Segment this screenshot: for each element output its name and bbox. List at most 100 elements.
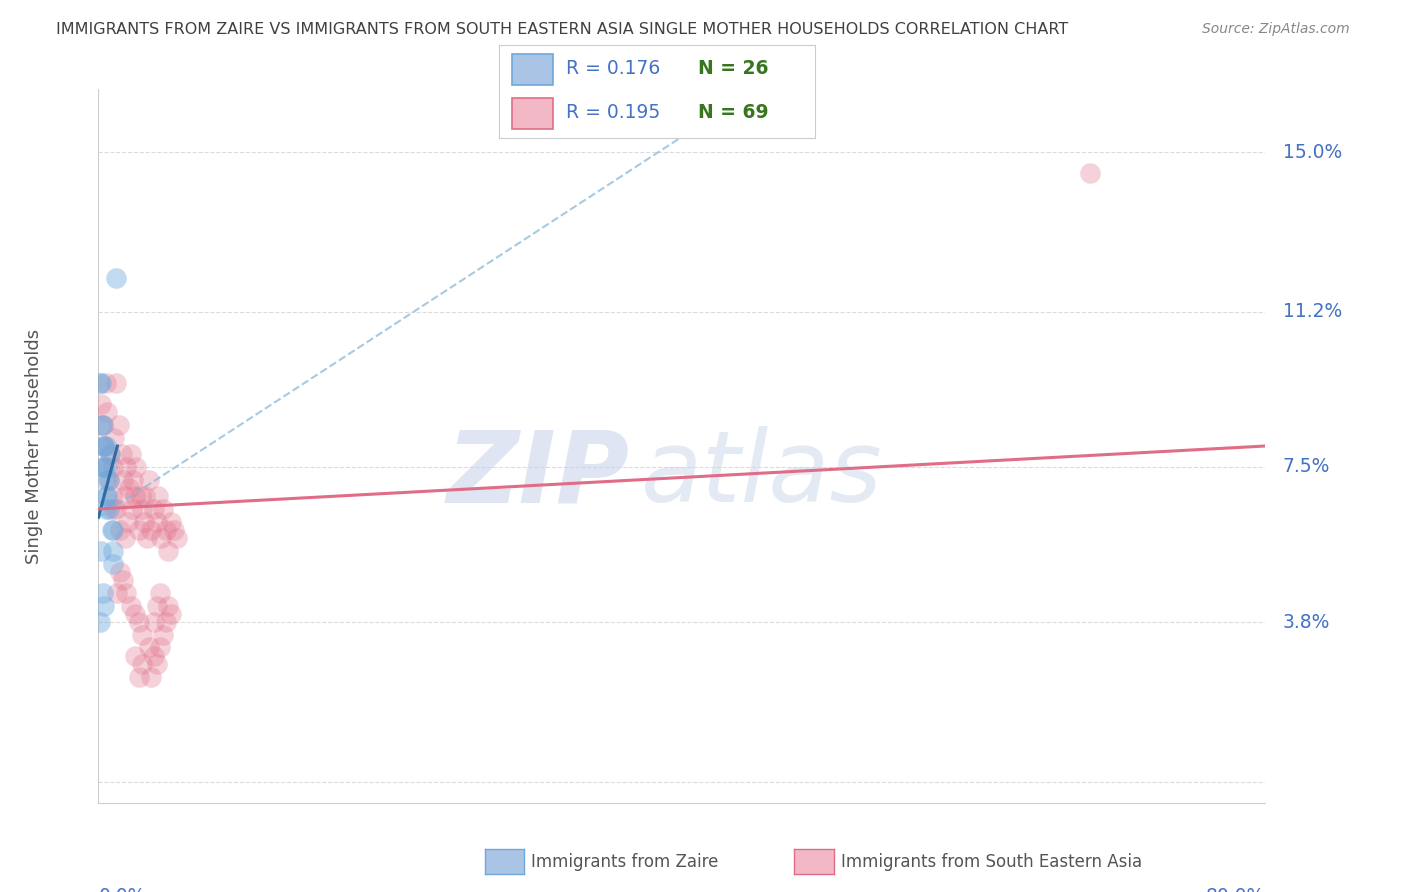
Point xyxy=(1080,166,1102,180)
Point xyxy=(129,489,152,503)
Point xyxy=(96,460,118,475)
Point xyxy=(112,574,135,588)
Point xyxy=(166,532,188,546)
Point xyxy=(117,515,139,529)
Point xyxy=(91,460,114,475)
Text: atlas: atlas xyxy=(641,426,883,523)
Point xyxy=(149,586,172,600)
Point xyxy=(101,502,124,516)
Point xyxy=(128,523,150,537)
Point xyxy=(104,271,127,285)
Point xyxy=(91,417,114,432)
Point xyxy=(98,447,121,461)
Point xyxy=(89,615,111,630)
Point xyxy=(142,615,165,630)
Point xyxy=(146,599,169,613)
Point xyxy=(138,473,160,487)
Point xyxy=(139,670,162,684)
Point xyxy=(101,460,124,475)
Point xyxy=(114,532,136,546)
Point xyxy=(112,473,135,487)
Point xyxy=(90,544,112,558)
Point xyxy=(152,628,174,642)
Point xyxy=(152,502,174,516)
Point xyxy=(105,586,128,600)
Point xyxy=(96,489,118,503)
Point xyxy=(98,447,121,461)
Point xyxy=(94,439,117,453)
Point xyxy=(110,565,132,579)
Text: ZIP: ZIP xyxy=(446,426,630,523)
Point xyxy=(148,489,170,503)
Point xyxy=(132,515,155,529)
Point xyxy=(155,523,177,537)
Point xyxy=(91,417,114,432)
Point xyxy=(94,376,117,390)
Point xyxy=(121,502,143,516)
Point xyxy=(104,502,127,516)
Point xyxy=(89,376,111,390)
Point xyxy=(101,557,124,571)
Point xyxy=(97,473,120,487)
Point xyxy=(100,523,122,537)
Point xyxy=(124,607,146,621)
Text: 11.2%: 11.2% xyxy=(1282,302,1343,321)
Point xyxy=(131,657,153,672)
Point xyxy=(139,523,162,537)
Point xyxy=(142,648,165,663)
Point xyxy=(96,405,118,419)
Point xyxy=(160,515,183,529)
Point xyxy=(150,532,173,546)
Text: R = 0.176: R = 0.176 xyxy=(565,60,659,78)
Point xyxy=(138,640,160,655)
Point xyxy=(131,628,153,642)
Point xyxy=(111,447,134,461)
Point xyxy=(124,489,146,503)
Point xyxy=(101,523,124,537)
Text: N = 26: N = 26 xyxy=(699,60,769,78)
Point xyxy=(93,439,115,453)
Point xyxy=(142,502,165,516)
Point xyxy=(163,523,186,537)
Point xyxy=(93,439,115,453)
Point xyxy=(135,532,157,546)
Point xyxy=(93,460,115,475)
Point xyxy=(128,615,150,630)
Point xyxy=(90,397,112,411)
Text: Single Mother Households: Single Mother Households xyxy=(25,328,44,564)
Point xyxy=(131,502,153,516)
Point xyxy=(149,640,172,655)
Text: 3.8%: 3.8% xyxy=(1282,613,1330,632)
FancyBboxPatch shape xyxy=(512,54,553,85)
Point xyxy=(97,502,120,516)
Point xyxy=(91,586,114,600)
Point xyxy=(104,376,127,390)
Point xyxy=(93,460,115,475)
Point xyxy=(94,502,117,516)
Point xyxy=(93,599,115,613)
Point xyxy=(100,489,122,503)
Point xyxy=(157,544,180,558)
Text: Source: ZipAtlas.com: Source: ZipAtlas.com xyxy=(1202,22,1350,37)
Point xyxy=(118,481,141,495)
Text: Immigrants from South Eastern Asia: Immigrants from South Eastern Asia xyxy=(841,853,1142,871)
Point xyxy=(91,439,114,453)
Text: Immigrants from Zaire: Immigrants from Zaire xyxy=(531,853,718,871)
Point xyxy=(120,599,142,613)
Point xyxy=(146,657,169,672)
FancyBboxPatch shape xyxy=(512,98,553,129)
Point xyxy=(90,417,112,432)
Text: R = 0.195: R = 0.195 xyxy=(565,103,659,121)
Text: 0.0%: 0.0% xyxy=(98,887,146,892)
Point xyxy=(94,473,117,487)
Text: 80.0%: 80.0% xyxy=(1206,887,1265,892)
Point xyxy=(155,615,177,630)
Text: N = 69: N = 69 xyxy=(699,103,769,121)
Point xyxy=(115,460,138,475)
Point xyxy=(114,489,136,503)
Point xyxy=(103,431,125,445)
Point xyxy=(101,544,124,558)
Point xyxy=(90,376,112,390)
Text: 7.5%: 7.5% xyxy=(1282,458,1330,476)
Point xyxy=(146,515,169,529)
